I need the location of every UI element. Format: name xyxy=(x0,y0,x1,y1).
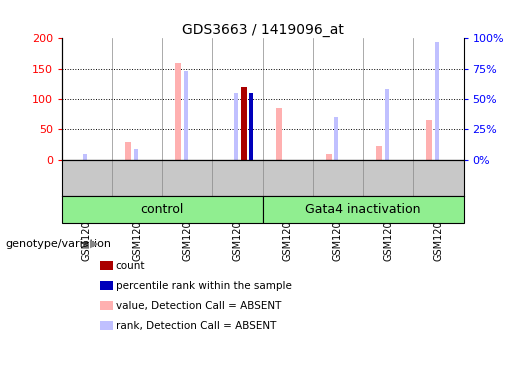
Bar xyxy=(276,108,282,160)
Bar xyxy=(234,93,238,160)
Bar xyxy=(435,42,439,160)
Bar xyxy=(263,196,464,223)
Bar xyxy=(184,71,188,160)
Bar xyxy=(83,154,88,160)
Bar xyxy=(241,87,247,160)
Bar xyxy=(426,120,433,160)
Text: Gata4 inactivation: Gata4 inactivation xyxy=(305,203,421,216)
Bar xyxy=(125,142,131,160)
Text: ▶: ▶ xyxy=(90,239,99,249)
Bar xyxy=(249,93,253,160)
Bar xyxy=(62,196,263,223)
Text: rank, Detection Call = ABSENT: rank, Detection Call = ABSENT xyxy=(116,321,276,331)
Title: GDS3663 / 1419096_at: GDS3663 / 1419096_at xyxy=(182,23,344,37)
Bar xyxy=(175,63,181,160)
Bar xyxy=(133,149,138,160)
Bar xyxy=(376,146,382,160)
Text: percentile rank within the sample: percentile rank within the sample xyxy=(116,281,292,291)
Bar xyxy=(385,89,389,160)
Bar xyxy=(334,117,338,160)
Text: count: count xyxy=(116,261,145,271)
Bar xyxy=(326,154,332,160)
Text: control: control xyxy=(141,203,184,216)
Text: value, Detection Call = ABSENT: value, Detection Call = ABSENT xyxy=(116,301,281,311)
Text: genotype/variation: genotype/variation xyxy=(5,239,111,249)
